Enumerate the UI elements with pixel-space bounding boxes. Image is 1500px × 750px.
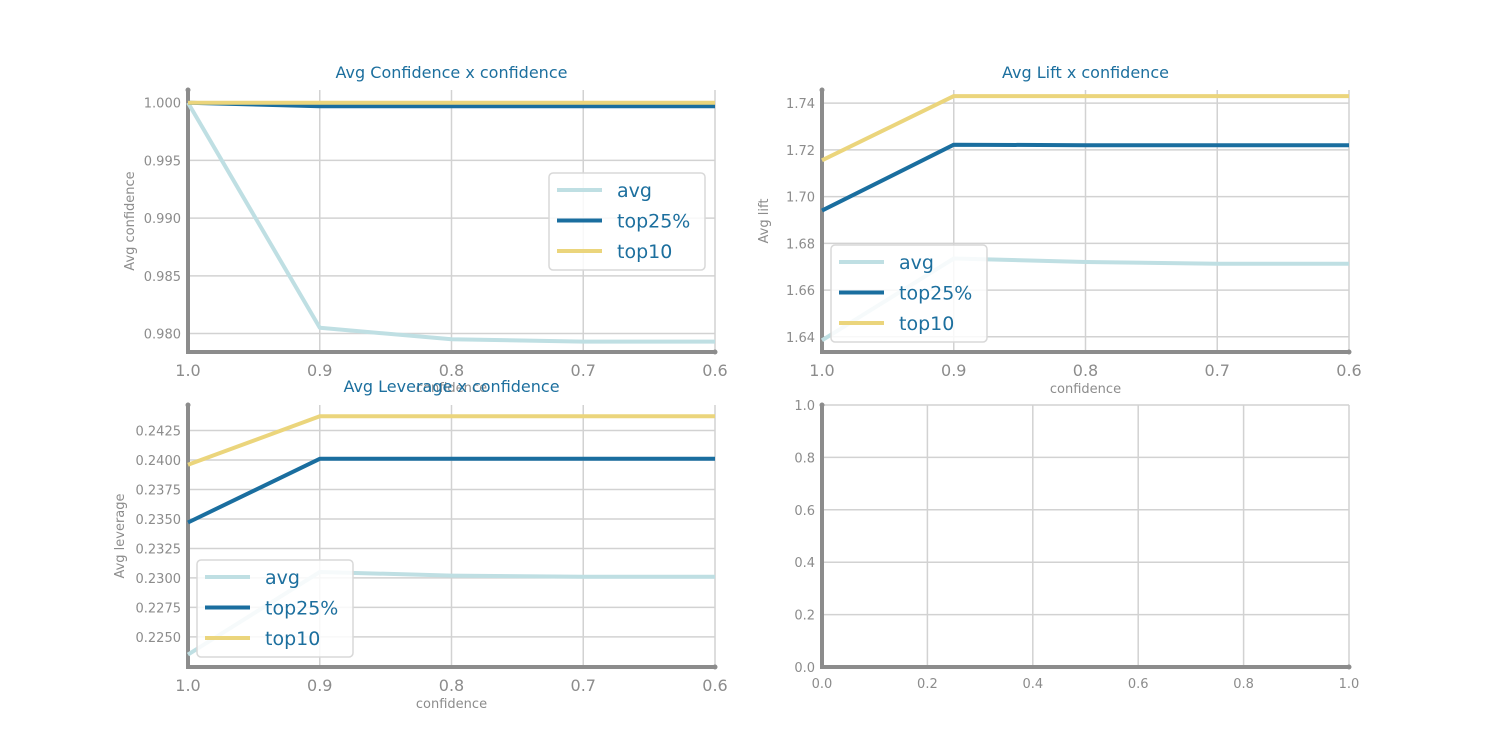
x-tick-label: 0.6: [1336, 361, 1361, 380]
y-tick-label: 0.2325: [136, 542, 182, 557]
x-tick-label: 1.0: [809, 361, 834, 380]
y-tick-label: 1.70: [786, 191, 815, 206]
y-tick-label: 1.000: [144, 97, 181, 112]
y-tick-label: 1.68: [786, 237, 815, 252]
x-tick-label: 0.8: [1233, 677, 1254, 692]
y-tick-label: 1.72: [786, 144, 815, 159]
y-tick-label: 1.0: [794, 399, 815, 414]
x-axis-label: confidence: [416, 381, 487, 396]
y-axis-end-tick: [819, 87, 825, 93]
y-axis-end-tick: [185, 402, 191, 408]
series-line-avg: [186, 101, 715, 344]
y-axis-label: Avg lift: [757, 199, 772, 244]
y-tick-label: 0.2350: [136, 513, 182, 528]
chart-panel-1: 1.0 0.9 0.8 0.7 0.6 0.980 0.985 0.990 0.995 1.000…: [123, 63, 728, 396]
legend-box: [196, 559, 354, 658]
x-tick-label: 0.6: [1128, 677, 1149, 692]
legend: avg top25% top10: [830, 244, 988, 343]
y-tick-label: 1.64: [786, 331, 815, 346]
x-tick-label: 0.2: [917, 677, 938, 692]
y-tick-label: 0.2275: [136, 601, 182, 616]
y-tick-label: 0.2250: [136, 631, 182, 646]
y-tick-label: 0.980: [144, 328, 181, 343]
y-tick-label: 0.2425: [136, 424, 182, 439]
x-tick-label: 0.9: [941, 361, 966, 380]
chart-panel-3: 1.0 0.9 0.8 0.7 0.6 0.2250 0.2275 0.2300 0.2325 0…: [113, 377, 728, 712]
y-tick-label: 0.985: [144, 270, 181, 285]
x-tick-label: 0.4: [1022, 677, 1043, 692]
x-tick-label: 0.7: [1205, 361, 1230, 380]
legend-label: avg: [265, 567, 300, 589]
x-axis-label: confidence: [1050, 382, 1121, 397]
series-line-top25: [821, 142, 1349, 213]
y-tick-label: 0.6: [794, 504, 815, 519]
series-line-top10: [187, 414, 715, 467]
x-tick-label: 0.9: [307, 676, 332, 695]
y-axis-label: Avg confidence: [123, 171, 138, 270]
y-tick-label: 1.66: [786, 284, 815, 299]
legend: avg top25% top10: [196, 559, 354, 658]
x-axis-end-tick: [1346, 349, 1352, 355]
x-axis-end-tick: [712, 349, 718, 355]
chart-panel-2: 1.0 0.9 0.8 0.7 0.6 1.64 1.66 1.68 1.70 1.72 1.74 A…: [757, 63, 1362, 397]
legend-label: top25%: [617, 211, 690, 233]
x-tick-label: 0.6: [702, 361, 727, 380]
y-tick-label: 0.2400: [136, 454, 182, 469]
chart-panel-4: 0.0 0.2 0.4 0.6 0.8 1.0 0.0 0.2 0.4 0.6 0.8 1.0: [794, 399, 1359, 692]
x-tick-label: 0.7: [571, 676, 596, 695]
chart-title: Avg Lift x confidence: [1002, 63, 1169, 82]
x-tick-label: 0.8: [439, 676, 464, 695]
y-tick-label: 0.995: [144, 154, 181, 169]
series-line-top25: [187, 100, 715, 109]
y-axis-end-tick: [185, 87, 191, 93]
y-tick-label: 0.0: [794, 661, 815, 676]
legend-label: avg: [899, 252, 934, 274]
x-tick-label: 0.6: [702, 676, 727, 695]
y-axis-end-tick: [819, 402, 825, 408]
x-tick-label: 0.9: [307, 361, 332, 380]
legend: avg top25% top10: [548, 172, 706, 271]
y-tick-label: 0.2300: [136, 572, 182, 587]
legend-label: top10: [899, 313, 954, 335]
legend-box: [830, 244, 988, 343]
x-axis-label: confidence: [416, 697, 487, 712]
y-tick-label: 0.2: [794, 609, 815, 624]
y-tick-label: 0.2375: [136, 483, 182, 498]
x-tick-label: 1.0: [175, 361, 200, 380]
series-line-top25: [187, 456, 715, 525]
y-tick-label: 0.8: [794, 451, 815, 466]
series-line-top10: [821, 94, 1349, 163]
y-axis-label: Avg leverage: [113, 493, 128, 578]
x-tick-label: 1.0: [1339, 677, 1360, 692]
x-tick-label: 0.0: [812, 677, 833, 692]
legend-label: top10: [265, 628, 320, 650]
legend-label: avg: [617, 180, 652, 202]
chart-title: Avg Leverage x confidence: [343, 377, 559, 396]
x-tick-label: 0.8: [439, 361, 464, 380]
legend-label: top10: [617, 241, 672, 263]
x-axis-end-tick: [712, 664, 718, 670]
x-tick-label: 1.0: [175, 676, 200, 695]
x-tick-label: 0.7: [571, 361, 596, 380]
x-tick-label: 0.8: [1073, 361, 1098, 380]
y-tick-label: 1.74: [786, 97, 815, 112]
y-tick-label: 0.990: [144, 212, 181, 227]
legend-box: [548, 172, 706, 271]
x-axis-end-tick: [1346, 664, 1352, 670]
legend-label: top25%: [265, 598, 338, 620]
chart-title: Avg Confidence x confidence: [336, 63, 568, 82]
y-tick-label: 0.4: [794, 556, 815, 571]
legend-label: top25%: [899, 283, 972, 305]
